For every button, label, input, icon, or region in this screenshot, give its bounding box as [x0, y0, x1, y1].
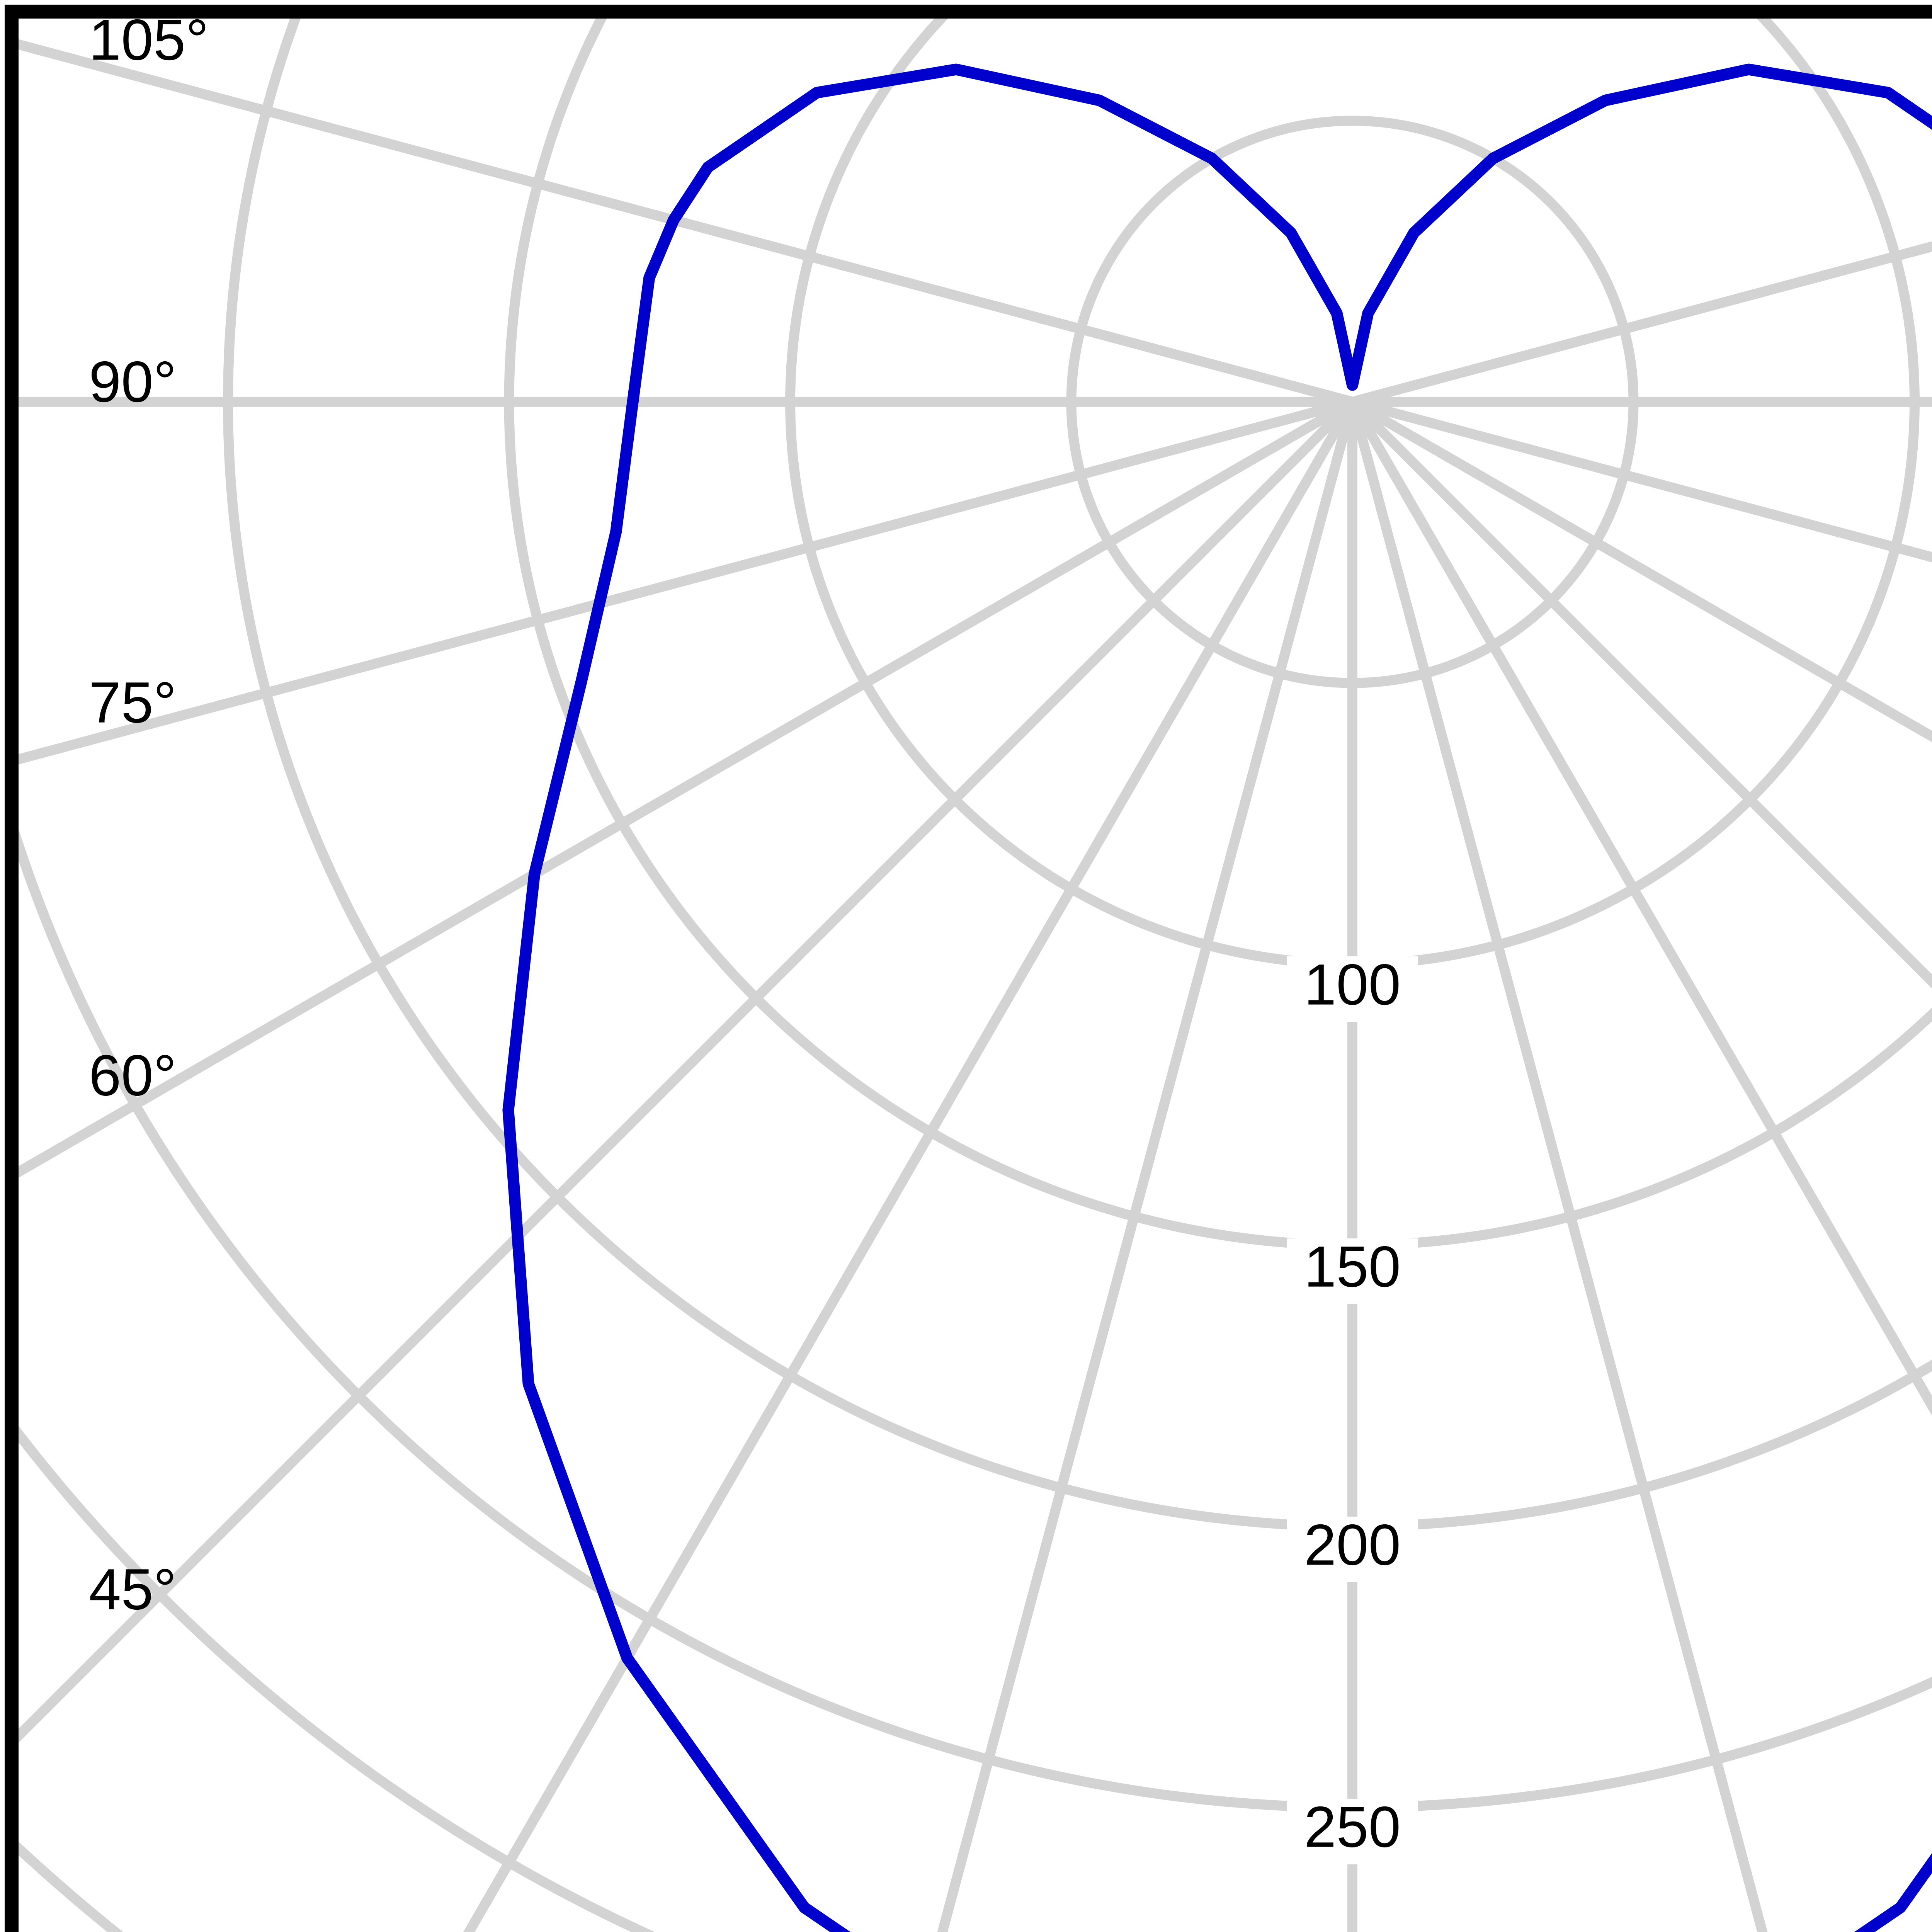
- grid-spoke: [937, 400, 1357, 1932]
- grid-spoke: [1350, 397, 1932, 743]
- radial-tick-label: 250: [1304, 1794, 1401, 1859]
- distribution-curves: [502, 63, 1932, 1932]
- grid-spoke: [1351, 397, 1932, 563]
- grid-spoke: [12, 397, 1354, 767]
- angle-tick-label-left: 75°: [89, 670, 177, 735]
- angle-tick-label-left: 45°: [89, 1557, 177, 1622]
- grid-spoke: [1348, 399, 1932, 1416]
- grid-spoke-105: [12, 37, 1354, 407]
- angle-tick-label-left: 90°: [89, 349, 177, 414]
- angle-tick-label-left: 60°: [89, 1043, 177, 1108]
- angle-tick-label-left: 105°: [89, 7, 209, 72]
- grid-spoke: [12, 398, 1356, 1750]
- curve-c90-c270: [502, 63, 1932, 1932]
- grid-spoke: [1347, 400, 1768, 1932]
- grid-spoke: [1349, 398, 1932, 989]
- radial-tick-label: 100: [1304, 952, 1401, 1017]
- radial-label-backdrop: [1287, 956, 1418, 1022]
- radial-tick-label: 200: [1304, 1512, 1401, 1577]
- radial-tick-label: 150: [1304, 1234, 1401, 1299]
- grid-spoke: [12, 397, 1355, 1182]
- radial-label-backdrop: [1287, 1799, 1418, 1864]
- radial-label-backdrop: [1287, 1517, 1418, 1582]
- grid-spoke-105: [1351, 241, 1932, 407]
- radial-label-backdrop: [1287, 1238, 1418, 1304]
- plot-border: [5, 5, 1932, 1932]
- axis-labels: 100150200250105°90°75°60°45°30°105°90°75…: [89, 7, 1418, 1864]
- grid-spoke: [463, 399, 1357, 1932]
